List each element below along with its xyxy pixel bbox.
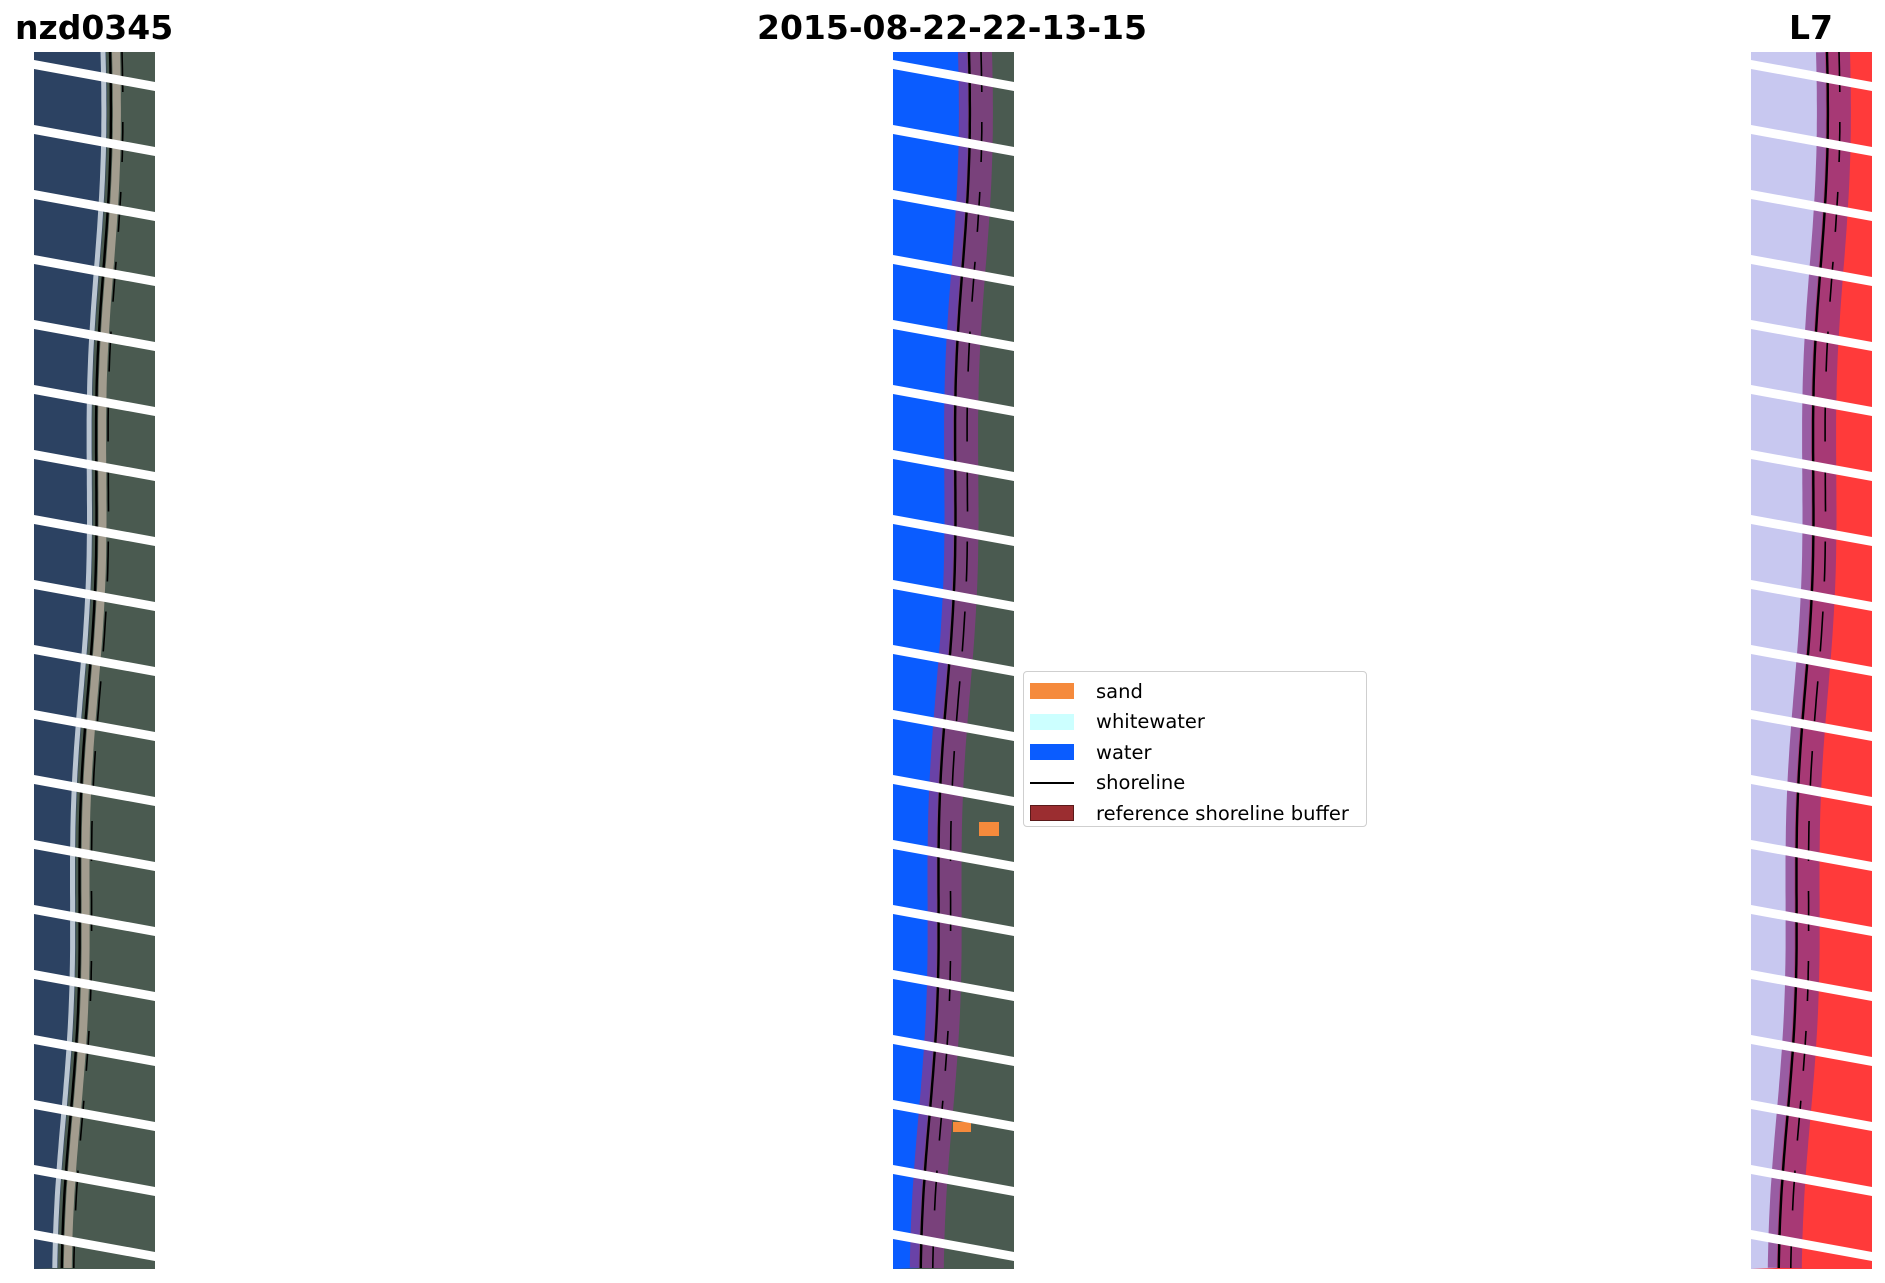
sand-class-patch-2	[953, 1122, 971, 1132]
satellite-title: L7	[1789, 8, 1833, 47]
legend-label-shoreline: shoreline	[1096, 771, 1186, 795]
legend-label-sand: sand	[1096, 679, 1143, 703]
buffer-swatch	[1030, 805, 1074, 822]
legend-label-whitewater: whitewater	[1096, 710, 1205, 734]
rgb-scanline-gaps	[34, 60, 155, 1261]
sand-class-patch	[979, 822, 999, 836]
classified-image	[893, 52, 1014, 1269]
classified-shoreline-secondary	[932, 52, 983, 1269]
whitewater-swatch	[1030, 713, 1074, 730]
date-title: 2015-08-22-22-13-15	[757, 8, 1147, 47]
index-scanline-gaps	[1751, 60, 1872, 1261]
index-shoreline-secondary	[1790, 52, 1841, 1269]
rgb-shoreline-secondary	[73, 52, 124, 1269]
sand-swatch	[1030, 683, 1074, 700]
legend-item-water: water	[1030, 737, 1366, 768]
classified-image-panel	[893, 52, 1014, 1269]
legend-label-buffer: reference shoreline buffer	[1096, 801, 1349, 825]
legend-item-whitewater: whitewater	[1030, 707, 1366, 738]
site-title: nzd0345	[15, 8, 174, 47]
rgb-image	[34, 52, 155, 1269]
legend-item-shoreline: shoreline	[1030, 768, 1366, 799]
legend-item-buffer: reference shoreline buffer	[1030, 798, 1366, 829]
legend-item-sand: sand	[1030, 676, 1366, 707]
shoreline-swatch	[1030, 781, 1074, 784]
rgb-image-panel	[34, 52, 155, 1269]
legend-label-water: water	[1096, 740, 1152, 764]
legend: sand whitewater water shoreline referenc…	[1023, 671, 1367, 827]
index-image-panel	[1751, 52, 1872, 1269]
water-swatch	[1030, 744, 1074, 761]
classified-scanline-gaps	[893, 60, 1014, 1261]
index-image	[1751, 52, 1872, 1269]
